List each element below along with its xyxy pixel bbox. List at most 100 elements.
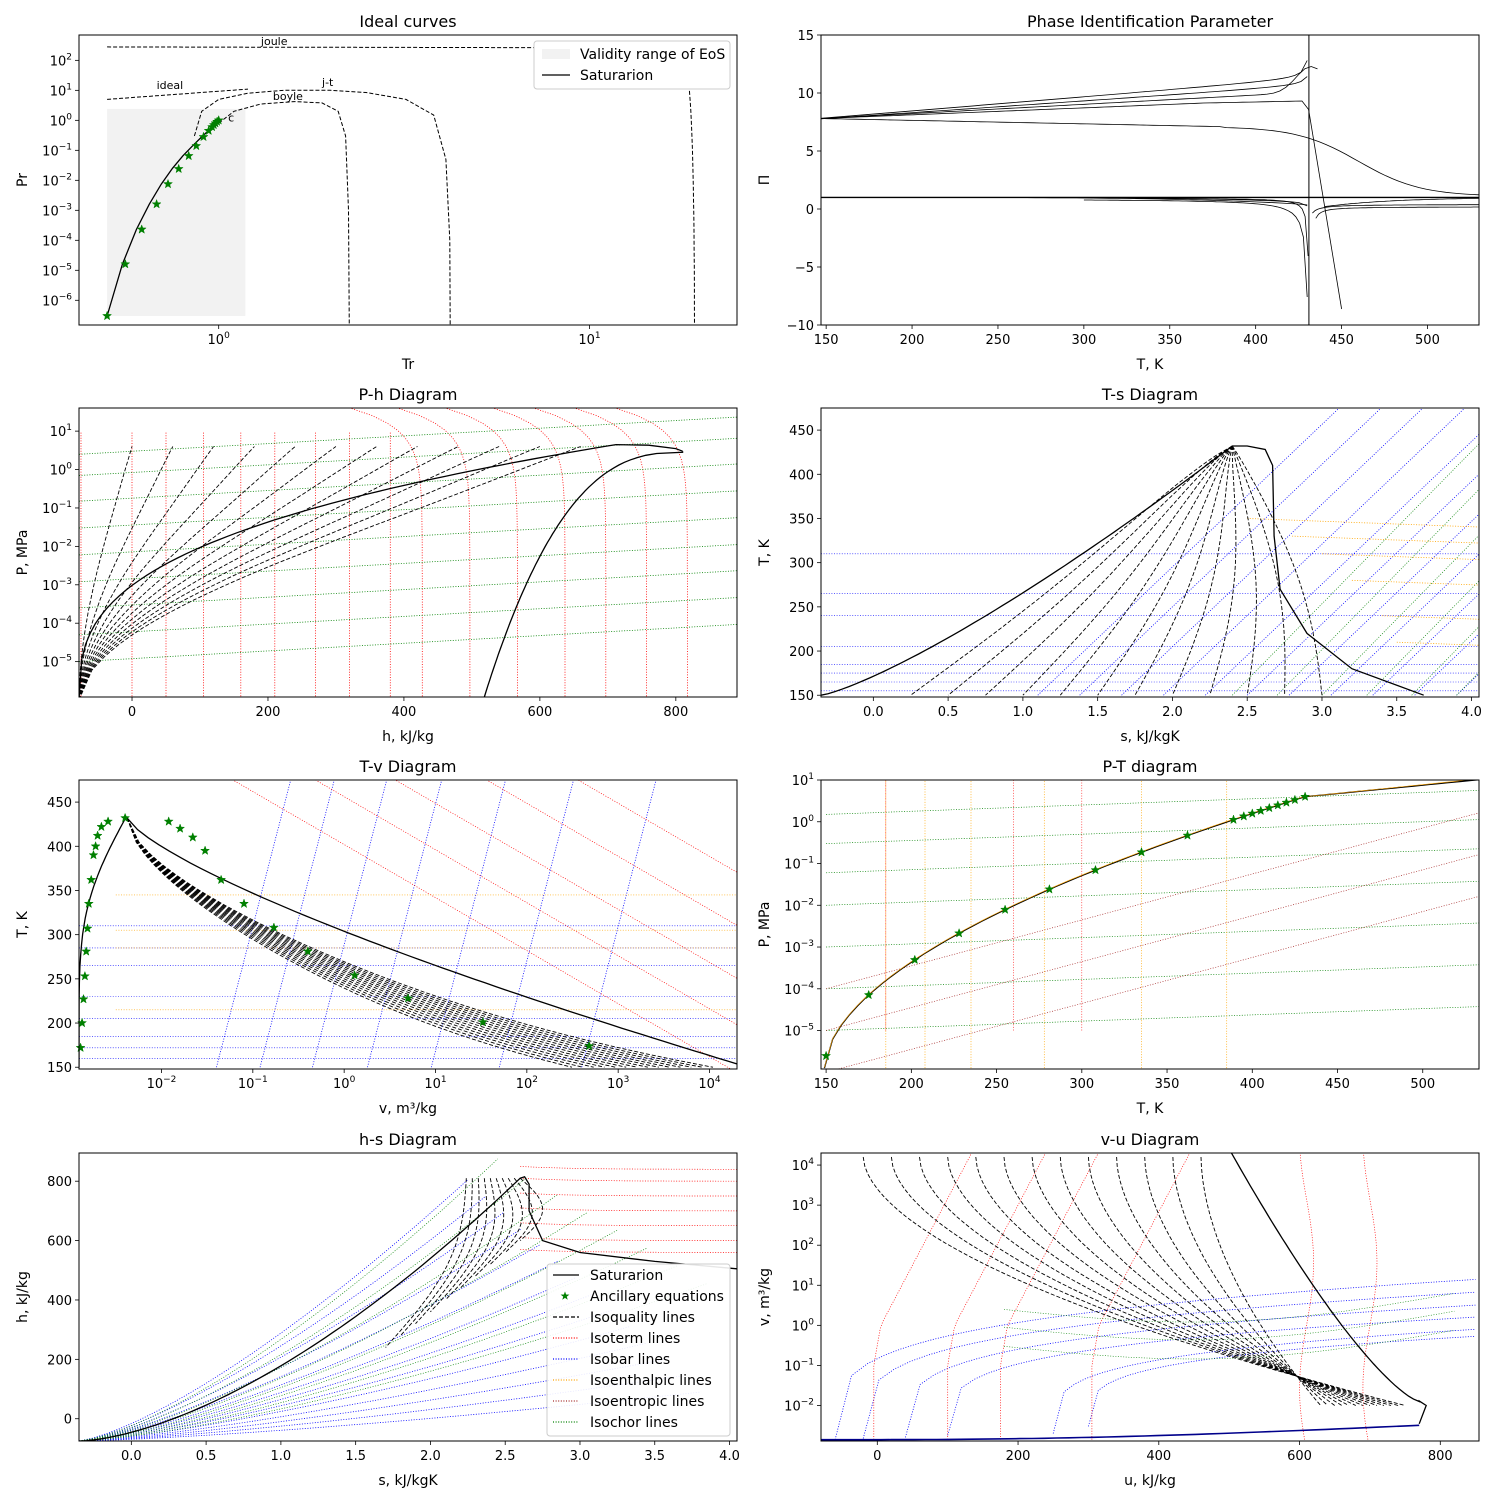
- ancillary-marker: [477, 1016, 488, 1027]
- y-tick-label: 350: [789, 512, 814, 527]
- ancillary-marker: [198, 131, 209, 142]
- legend-label: Isobar lines: [590, 1352, 670, 1368]
- isochor-line: [826, 1006, 1479, 1031]
- ancillary-marker: [1247, 808, 1258, 818]
- isenthalpic-line: [1381, 615, 1479, 620]
- isoquality-line: [1231, 445, 1286, 696]
- isobar-line: [79, 1293, 594, 1441]
- isochor-line: [826, 848, 1479, 874]
- isotherm-line: [520, 1237, 737, 1241]
- axes-frame: [820, 779, 1480, 1070]
- x-tick-label: 350: [1157, 333, 1182, 348]
- x-tick-label: 800: [663, 705, 688, 720]
- isentropic-line: [314, 780, 737, 1026]
- legend: Saturarion Ancillary equations Isoquality …: [546, 1263, 731, 1437]
- chart-title: P-h Diagram: [359, 385, 458, 404]
- isoquality-line: [126, 817, 594, 1068]
- isobar-line: [79, 1326, 630, 1441]
- y-tick-label: −10: [787, 319, 814, 334]
- isoquality-line: [1059, 445, 1233, 696]
- ancillary-marker: [268, 922, 279, 932]
- y-tick-label: 150: [789, 689, 814, 704]
- isoquality-line: [79, 446, 541, 697]
- ancillary-marker: [103, 816, 114, 826]
- plot-area-tv: [79, 780, 737, 1069]
- isobar-line: [1414, 633, 1479, 696]
- x-tick-label: 1.0: [271, 1449, 292, 1464]
- y-tick-label: 100: [792, 814, 815, 831]
- isotherm-line: [1091, 1153, 1191, 1440]
- axes-frame: [78, 407, 738, 698]
- isobar-line: [79, 1212, 504, 1441]
- isoquality-line: [1059, 1156, 1356, 1406]
- ancillary-marker: [90, 840, 101, 851]
- ancillary-marker: [1289, 794, 1301, 805]
- y-tick-label: 100: [50, 112, 73, 129]
- y-tick-label: 100: [792, 1317, 815, 1334]
- ancillary-marker: [136, 224, 147, 234]
- y-tick-label: 5: [806, 145, 814, 160]
- isoquality-line: [79, 446, 500, 697]
- isotherm-line: [520, 1207, 737, 1212]
- y-tick-label: 300: [789, 557, 814, 572]
- isotherm-line: [873, 1153, 972, 1440]
- isochor-line: [1321, 534, 1479, 696]
- isotherm-line: [1000, 1153, 1099, 1440]
- isobar-line: [1246, 473, 1479, 696]
- isoquality-line: [1134, 445, 1233, 696]
- y-tick-label: 10−5: [42, 262, 72, 279]
- ancillary-marker: [302, 946, 313, 956]
- isoquality-line: [126, 817, 648, 1068]
- saturation-curve: [1230, 1153, 1427, 1425]
- x-tick-label: 150: [814, 333, 839, 348]
- isoquality-line: [1031, 1156, 1364, 1406]
- isoquality-line: [1144, 1156, 1335, 1406]
- isoquality-line: [415, 1178, 480, 1325]
- x-tick-label: 3.5: [1386, 705, 1407, 720]
- panel-pt: P-T diagram T, K P, MPa 150 200 250 300 350 400 4…: [757, 757, 1480, 1117]
- legend-label: Ancillary equations: [590, 1289, 724, 1305]
- x-axis-label: s, kJ/kgK: [1120, 729, 1180, 745]
- axes-frame: [820, 34, 1480, 326]
- isoquality-line: [910, 445, 1233, 696]
- isochor-line: [79, 1176, 528, 1441]
- isoquality-line: [489, 1177, 523, 1265]
- isenthalpic-line: [1247, 518, 1479, 528]
- chart-title: P-T diagram: [1103, 757, 1198, 776]
- ancillary-marker: [216, 874, 227, 885]
- legend-label: Saturarion: [580, 68, 653, 84]
- y-tick-label: 10−2: [784, 897, 814, 914]
- isochor-line: [79, 416, 737, 455]
- ancillary-marker: [173, 163, 184, 174]
- y-tick-label: 10−5: [42, 654, 72, 671]
- isentropic-line: [577, 780, 737, 873]
- y-tick-label: 10−3: [42, 577, 72, 594]
- y-tick-label: 250: [47, 973, 72, 988]
- ancillary-marker: [1182, 830, 1193, 840]
- annotation-c: c: [228, 112, 234, 125]
- ancillary-marker: [120, 258, 131, 269]
- isoquality-line: [975, 1156, 1378, 1406]
- ancillary-marker: [584, 1040, 595, 1051]
- isoquality-line: [79, 446, 377, 697]
- y-tick-label: −5: [795, 261, 814, 276]
- pip-vapor-branch: [821, 197, 1308, 206]
- isoquality-line: [126, 817, 638, 1068]
- isochor-line: [79, 624, 737, 662]
- isoquality-line: [947, 1156, 1385, 1406]
- isobar-line: [79, 1195, 487, 1441]
- isoquality-line: [1022, 445, 1233, 696]
- isochor-line: [79, 1229, 618, 1441]
- y-tick-label: 150: [47, 1061, 72, 1076]
- plot-area-pt: [823, 780, 1479, 1069]
- y-tick-label: 10−1: [42, 142, 72, 159]
- isochor-line: [79, 1158, 498, 1441]
- panel-vu: v-u Diagram u, kJ/kg v, m³/kg 0 200 400 600 800…: [757, 1130, 1480, 1489]
- ancillary-marker: [187, 832, 198, 842]
- ancillary-marker: [238, 898, 249, 909]
- x-tick-label: 4.0: [1461, 705, 1482, 720]
- legend-label: Isochor lines: [590, 1415, 678, 1431]
- x-tick-label: 102: [516, 1075, 538, 1092]
- isotherm-line: [574, 408, 647, 697]
